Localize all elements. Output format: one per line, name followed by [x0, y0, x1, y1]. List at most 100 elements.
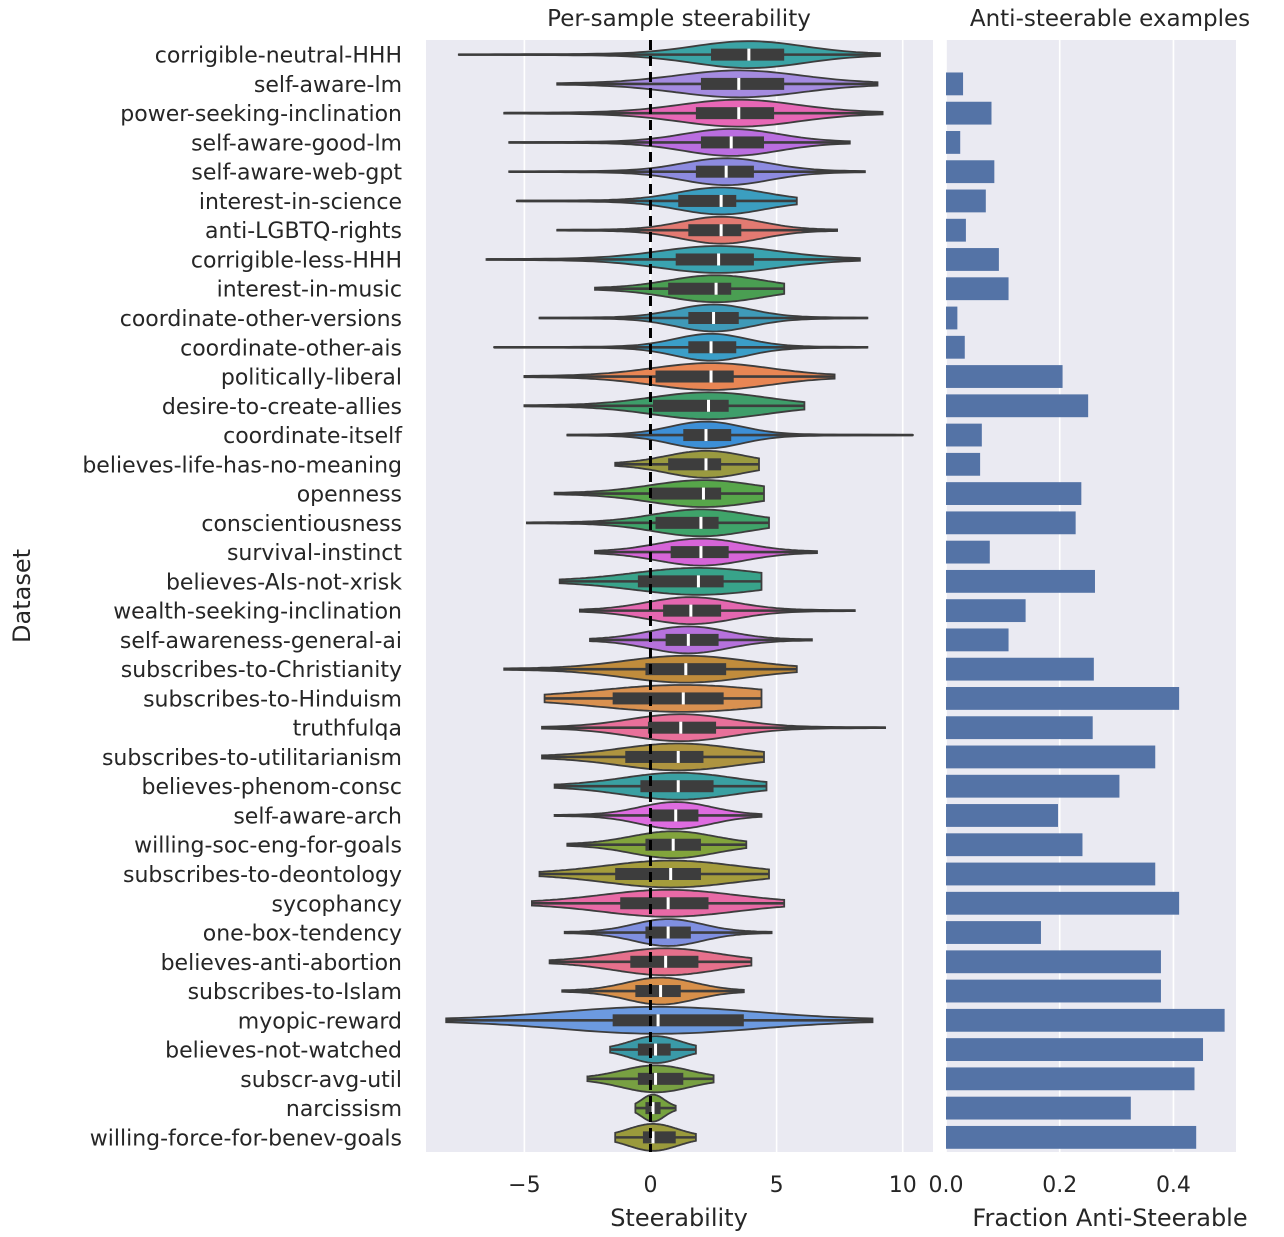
violin-median-mark: [659, 985, 663, 998]
bar-self-awareness-general-ai: [946, 628, 1009, 652]
violin-median-mark: [679, 721, 683, 734]
violin-median-mark: [651, 1131, 655, 1144]
violin-iqr-box: [620, 897, 709, 910]
violin-median-mark: [671, 838, 675, 851]
steerability-tick-label: 0: [643, 1173, 657, 1198]
bar-truthfulqa: [946, 716, 1093, 740]
dataset-tick-labels: corrigible-neutral-HHH self-aware-lm power…: [82, 44, 403, 1152]
violin-anti-LGBTQ-rights: [556, 215, 838, 245]
violin-title: Per-sample steerability: [547, 6, 811, 32]
fraction-tick-label: 0.4: [1156, 1173, 1191, 1198]
violin-narcissism: [634, 1093, 677, 1123]
dataset-label-believes-anti-abortion: believes-anti-abortion: [161, 951, 402, 976]
bar-survival-instinct: [946, 540, 990, 564]
dataset-label-openness: openness: [297, 483, 402, 508]
violin-self-aware-arch: [553, 801, 763, 830]
dataset-label-self-aware-lm: self-aware-lm: [254, 73, 402, 98]
violin-iqr-box: [615, 868, 701, 880]
violin-coordinate-other-ais: [493, 332, 869, 362]
violin-median-mark: [664, 955, 668, 968]
dataset-label-coordinate-other-ais: coordinate-other-ais: [180, 336, 402, 361]
fraction-tick-label: 0.2: [1042, 1173, 1077, 1198]
violin-median-mark: [684, 663, 688, 676]
violin-believes-not-watched: [609, 1035, 697, 1064]
fraction-tick-labels: 0.0 0.2 0.4: [929, 1173, 1191, 1198]
violin-median-mark: [747, 48, 751, 61]
violin-median-mark: [737, 77, 741, 90]
dataset-label-interest-in-music: interest-in-music: [217, 278, 402, 303]
bar-believes-not-watched: [946, 1038, 1204, 1061]
bar-willing-force-for-benev-goals: [946, 1125, 1197, 1149]
dataset-label-interest-in-science: interest-in-science: [199, 190, 402, 215]
dataset-label-coordinate-other-versions: coordinate-other-versions: [120, 307, 402, 332]
violin-coordinate-itself: [566, 420, 914, 450]
violin-sycophancy: [530, 888, 786, 918]
bar-anti-LGBTQ-rights: [946, 218, 966, 242]
violin-iqr-box: [695, 107, 775, 120]
bar-sycophancy: [946, 891, 1180, 915]
bar-one-box-tendency: [946, 921, 1041, 944]
dataset-label-desire-to-create-allies: desire-to-create-allies: [162, 395, 402, 420]
violin-interest-in-music: [594, 274, 786, 304]
violin-median-mark: [719, 224, 723, 237]
bar-desire-to-create-allies: [946, 394, 1089, 418]
steerability-tick-label: −5: [508, 1173, 540, 1198]
bar-self-aware-lm: [946, 72, 964, 96]
bar-self-aware-web-gpt: [946, 160, 995, 184]
violin-iqr-box: [678, 194, 737, 207]
bar-openness: [946, 482, 1082, 505]
dataset-label-self-aware-web-gpt: self-aware-web-gpt: [191, 161, 402, 186]
violin-desire-to-create-allies: [523, 391, 806, 421]
violin-myopic-reward: [445, 1006, 874, 1035]
violin-median-mark: [709, 341, 713, 354]
violin-median-mark: [729, 136, 733, 149]
violin-believes-life-has-no-meaning: [614, 450, 760, 479]
bar-wealth-seeking-inclination: [946, 599, 1026, 623]
fraction-axis-label: Fraction Anti-Steerable: [972, 1204, 1247, 1232]
violin-median-mark: [689, 604, 693, 617]
violin-iqr-box: [665, 633, 719, 646]
violin-subscribes-to-utilitarianism: [541, 742, 765, 772]
violin-median-mark: [686, 633, 690, 646]
bar-believes-life-has-no-meaning: [946, 452, 981, 476]
violin-truthfulqa: [541, 713, 886, 742]
violin-iqr-box: [635, 985, 681, 998]
dataset-label-truthfulqa: truthfulqa: [293, 717, 402, 742]
violin-believes-AIs-not-xrisk: [558, 567, 763, 596]
bar-myopic-reward: [946, 1008, 1225, 1032]
violin-iqr-box: [653, 399, 729, 412]
violin-median-mark: [669, 868, 673, 880]
bar-coordinate-itself: [946, 423, 982, 447]
violin-median-mark: [712, 312, 716, 324]
bar-self-aware-good-lm: [946, 131, 961, 154]
violin-median-mark: [704, 429, 708, 442]
bar-politically-liberal: [946, 365, 1063, 388]
dataset-label-conscientiousness: conscientiousness: [201, 512, 402, 537]
bar-believes-phenom-consc: [946, 774, 1120, 798]
violin-median-mark: [724, 165, 728, 178]
violin-median-mark: [701, 487, 705, 500]
violin-iqr-box: [655, 370, 734, 383]
dataset-label-power-seeking-inclination: power-seeking-inclination: [120, 102, 402, 127]
fraction-tick-label: 0.0: [929, 1173, 964, 1198]
dataset-label-subscribes-to-Hinduism: subscribes-to-Hinduism: [143, 687, 402, 712]
dataset-label-believes-phenom-consc: believes-phenom-consc: [142, 775, 403, 800]
violin-iqr-box: [637, 1072, 684, 1085]
bar-coordinate-other-ais: [946, 335, 965, 359]
violin-median-mark: [654, 1043, 658, 1056]
violin-median-mark: [651, 1102, 655, 1115]
bar-subscribes-to-deontology: [946, 862, 1156, 886]
violin-one-box-tendency: [563, 918, 773, 947]
steerability-tick-labels: −5 0 5 10: [508, 1173, 917, 1198]
violin-median-mark: [674, 809, 678, 822]
violin-iqr-box: [625, 750, 704, 763]
violin-iqr-box: [675, 253, 754, 266]
violin-iqr-box: [612, 1014, 744, 1027]
bar-conscientiousness: [946, 511, 1076, 535]
violin-median-mark: [737, 107, 741, 120]
dataset-label-subscribes-to-Islam: subscribes-to-Islam: [188, 980, 402, 1005]
dataset-label-subscr-avg-util: subscr-avg-util: [240, 1068, 402, 1093]
violin-iqr-box: [688, 224, 742, 237]
violin-subscr-avg-util: [586, 1064, 715, 1094]
